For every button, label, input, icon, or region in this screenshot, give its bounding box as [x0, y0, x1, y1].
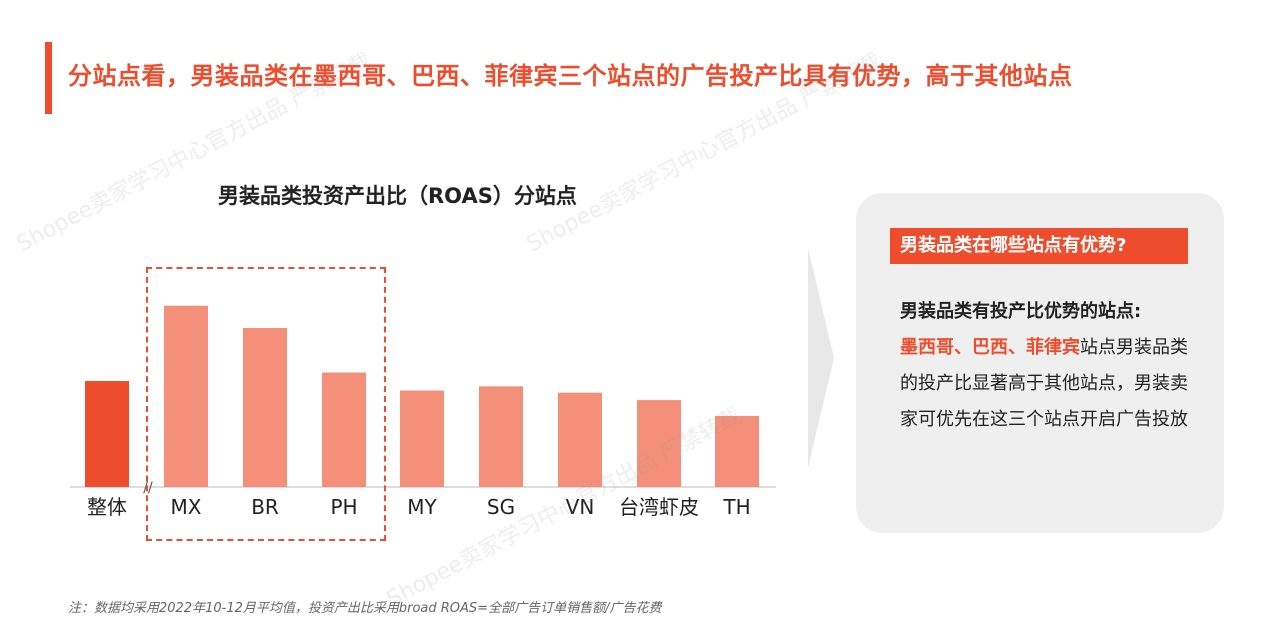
category-label-台湾虾皮: 台湾虾皮 — [619, 495, 699, 519]
category-label-SG: SG — [487, 495, 515, 519]
bar-MX — [164, 305, 208, 487]
bar-TH — [715, 415, 759, 487]
roas-bar-chart: 整体 MX BR PH MY SG VN 台湾虾皮 TH // — [70, 305, 776, 519]
axis-break-mark: // — [143, 480, 153, 496]
bar-PH — [322, 372, 366, 487]
category-label-MX: MX — [171, 495, 202, 519]
bar-整体 — [85, 381, 129, 487]
category-label-BR: BR — [251, 495, 279, 519]
bar-MY — [400, 390, 444, 487]
title-accent-bar — [45, 42, 52, 114]
bar-SG — [479, 386, 523, 487]
category-label-PH: PH — [330, 495, 357, 519]
insight-body-text: 站点男装品类的投产比显著高于其他站点，男装卖家可优先在这三个站点开启广告投放 — [900, 337, 1188, 430]
category-label-MY: MY — [407, 495, 437, 519]
chart-title: 男装品类投资产出比（ROAS）分站点 — [218, 184, 577, 208]
highlight-box-mx-br-ph — [146, 267, 386, 541]
footnote: 注：数据均采用2022年10-12月平均值，投资产出比采用broad ROAS=… — [68, 601, 662, 616]
arrow-pointer — [808, 248, 834, 468]
category-label-VN: VN — [566, 495, 595, 519]
bar-台湾虾皮 — [637, 400, 681, 487]
insight-panel-heading: 男装品类在哪些站点有优势? — [890, 228, 1188, 264]
bar-BR — [243, 328, 287, 487]
category-label-整体: 整体 — [87, 495, 127, 519]
insight-highlight-sites: 墨西哥、巴西、菲律宾 — [900, 337, 1080, 358]
insight-lead: 男装品类有投产比优势的站点: — [900, 301, 1142, 322]
page-headline: 分站点看，男装品类在墨西哥、巴西、菲律宾三个站点的广告投产比具有优势，高于其他站… — [68, 62, 1073, 90]
insight-panel-body: 男装品类有投产比优势的站点: 墨西哥、巴西、菲律宾站点男装品类的投产比显著高于其… — [900, 294, 1190, 438]
bar-VN — [558, 392, 602, 487]
category-label-TH: TH — [722, 495, 750, 519]
